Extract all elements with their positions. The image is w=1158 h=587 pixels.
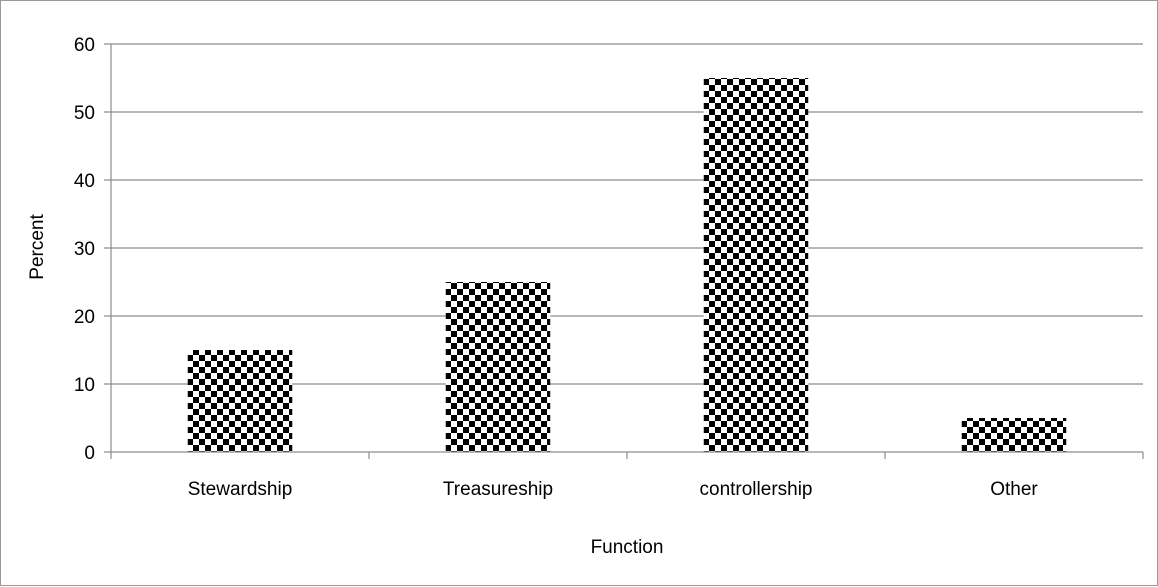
gridlines [111, 43, 1143, 385]
bar-stewardship [187, 350, 293, 452]
y-tick-label: 10 [74, 375, 95, 396]
x-tick-label: Treasureship [443, 479, 553, 500]
x-tick-labels: Stewardship Treasureship controllership Oth… [188, 479, 1039, 500]
y-tick-labels: 0 10 20 30 40 50 60 [74, 35, 95, 464]
y-tick-label: 60 [74, 35, 95, 56]
x-tick-label: controllership [700, 479, 813, 500]
y-tick-label: 50 [74, 103, 95, 124]
bar-controllership [703, 78, 809, 452]
x-tick-label: Other [990, 479, 1038, 500]
x-axis-title: Function [591, 537, 664, 558]
y-tick-label: 40 [74, 171, 95, 192]
y-tick-label: 20 [74, 307, 95, 328]
bars [187, 78, 1067, 452]
bar-treasureship [445, 282, 551, 452]
axes [104, 43, 1144, 459]
bar-other [961, 418, 1067, 452]
y-tick-label: 30 [74, 239, 95, 260]
y-tick-label: 0 [84, 443, 95, 464]
x-tick-label: Stewardship [188, 479, 293, 500]
y-axis-title: Percent [27, 214, 48, 280]
